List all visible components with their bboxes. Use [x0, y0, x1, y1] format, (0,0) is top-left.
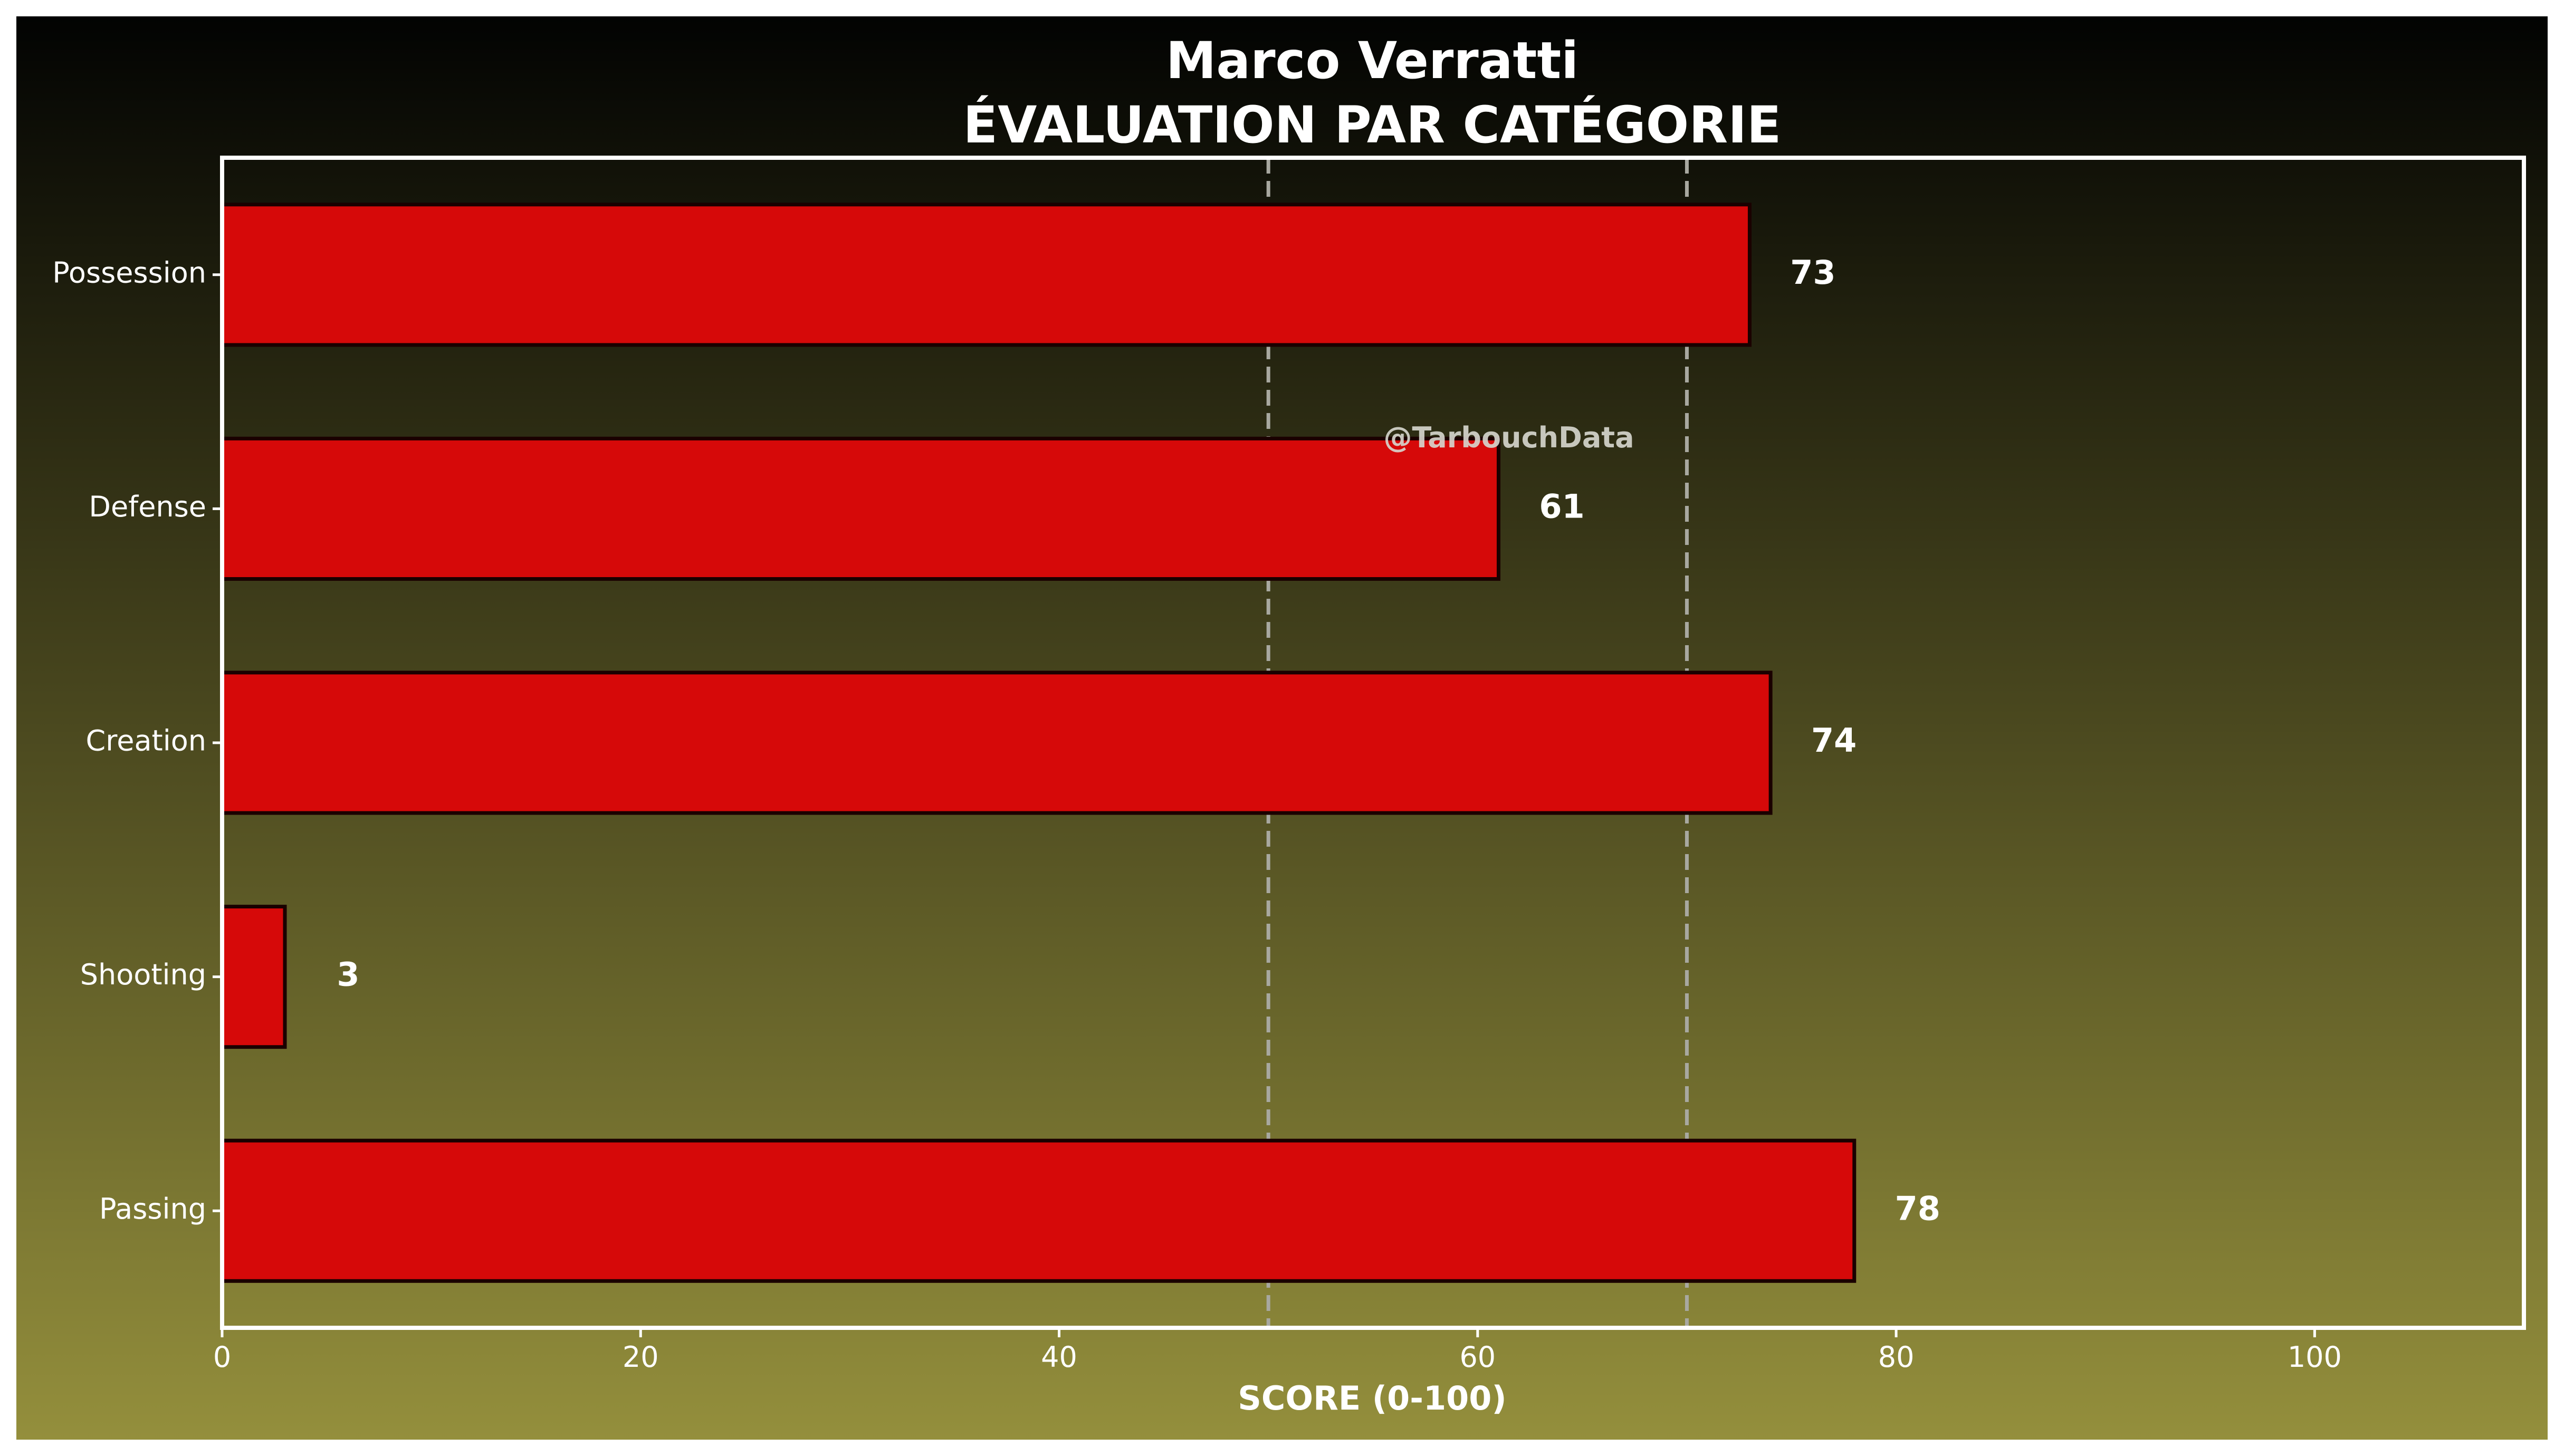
x-tick-label-0: 0	[213, 1340, 231, 1374]
bar-possession	[220, 203, 1752, 347]
data-label-creation: 74	[1811, 721, 1857, 760]
data-label-possession: 73	[1790, 253, 1835, 292]
x-tick-label-80: 80	[1878, 1340, 1915, 1374]
x-tick-label-60: 60	[1459, 1340, 1496, 1374]
plot-frame	[220, 156, 2526, 1330]
x-axis: 0 20 40 60 80 100	[213, 1328, 2342, 1374]
watermark: @TarbouchData	[1383, 421, 1634, 454]
y-tick-label-possession: Possession	[52, 256, 206, 289]
x-tick-label-20: 20	[623, 1340, 659, 1374]
x-tick-label-40: 40	[1041, 1340, 1077, 1374]
data-labels: 73 61 74 3 78	[337, 253, 1940, 1228]
data-label-defense: 61	[1539, 487, 1584, 525]
bar-passing	[220, 1138, 1857, 1283]
x-axis-label: SCORE (0-100)	[1238, 1379, 1507, 1417]
chart-title: Marco Verratti	[1166, 31, 1578, 90]
y-tick-label-defense: Defense	[89, 490, 206, 523]
bar-defense	[220, 436, 1500, 581]
y-tick-label-passing: Passing	[99, 1192, 206, 1225]
bar-creation	[220, 670, 1773, 815]
y-tick-label-creation: Creation	[86, 724, 206, 758]
data-label-passing: 78	[1895, 1189, 1940, 1228]
bar-series	[220, 203, 1857, 1283]
x-tick-label-100: 100	[2288, 1340, 2342, 1374]
chart-subtitle: ÉVALUATION PAR CATÉGORIE	[963, 95, 1782, 155]
y-tick-label-shooting: Shooting	[80, 958, 206, 991]
y-axis: Possession Defense Creation Shooting Passing	[52, 256, 222, 1225]
bar-shooting	[220, 905, 287, 1049]
data-label-shooting: 3	[337, 955, 359, 994]
